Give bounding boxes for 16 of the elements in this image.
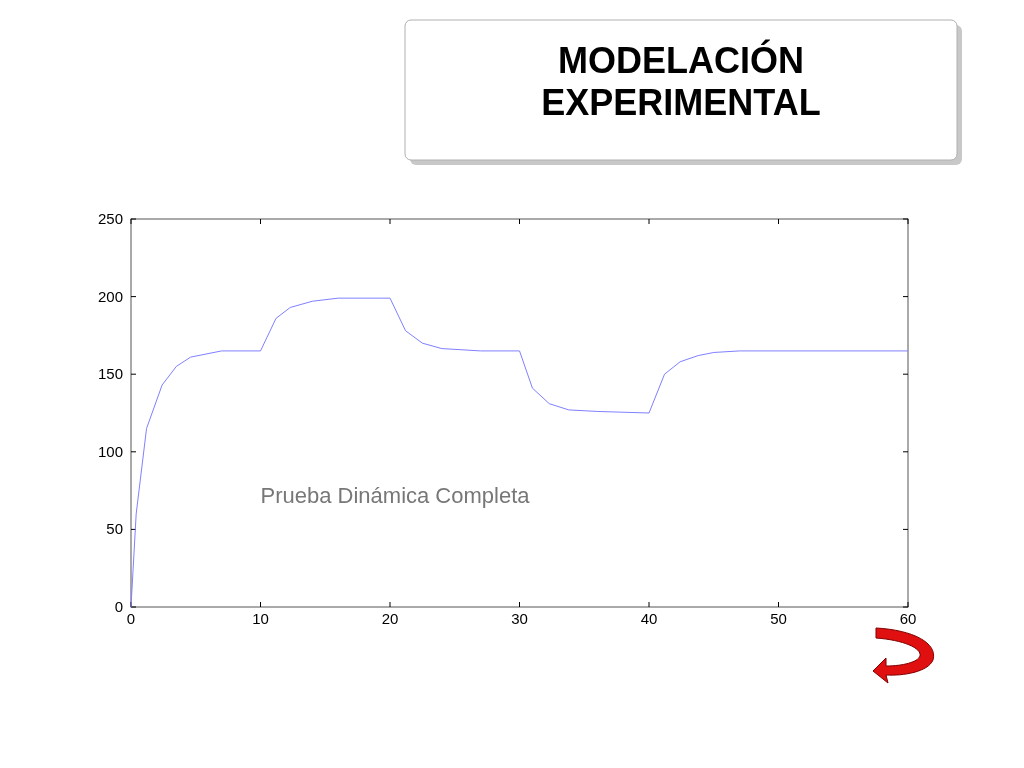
y-tick-label: 150	[97, 365, 123, 383]
x-tick-label: 40	[640, 610, 658, 627]
chart-title: MODELACIÓN EXPERIMENTAL	[541, 39, 821, 123]
x-tick-label: 10	[252, 610, 269, 627]
y-tick-label: 0	[114, 598, 123, 615]
x-tick-label: 60	[899, 610, 917, 627]
y-tick-label: 250	[97, 210, 123, 227]
line-series	[130, 297, 909, 608]
annotation: Prueba Dinámica Completa	[260, 483, 531, 509]
x-tick-label: 0	[126, 610, 136, 627]
x-tick-label: 20	[381, 610, 399, 627]
x-tick-label: 50	[770, 610, 787, 627]
y-tick-label: 50	[106, 520, 123, 538]
y-tick-label: 200	[97, 287, 123, 305]
x-tick-label: 30	[511, 610, 528, 627]
y-tick-label: 100	[97, 442, 123, 460]
